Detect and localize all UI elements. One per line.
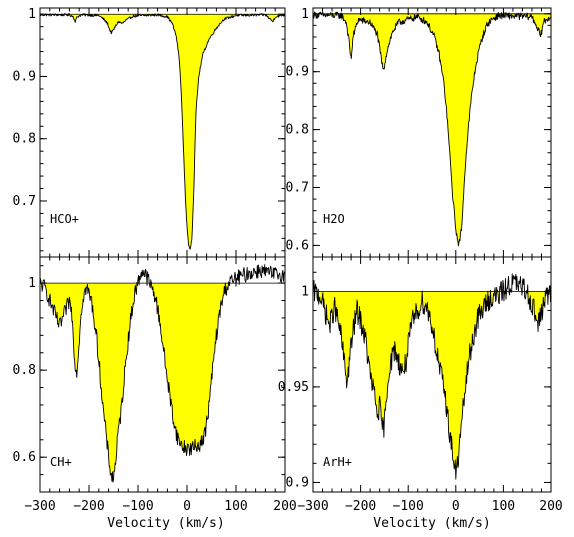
y-tick-label-h2o: 0.6: [286, 238, 309, 253]
x-tick-label: 200: [273, 499, 296, 514]
panel-label-hco-plus: HCO+: [50, 212, 79, 226]
y-tick-label-arh-plus: 0.9: [286, 475, 309, 490]
x-tick-label: 100: [224, 499, 247, 514]
y-tick-label-arh-plus: 1: [301, 284, 309, 299]
spectrum-line-h2o: [312, 11, 552, 247]
panel-label-h2o: H2O: [323, 212, 345, 226]
panel-hco-plus: 1 0.9 0.8 0.7 HCO+: [13, 7, 286, 258]
panel-frame-arh-plus: [312, 256, 552, 493]
panel-label-ch-plus: CH+: [50, 455, 72, 469]
y-tick-label-hco-plus: 0.9: [13, 69, 36, 84]
x-tick-label: −200: [73, 499, 104, 514]
x-tick-label: −300: [297, 499, 328, 514]
y-tick-label-h2o: 0.9: [286, 65, 309, 80]
y-tick-label-hco-plus: 0.8: [13, 132, 36, 147]
panel-label-arh-plus: ArH+: [323, 455, 352, 469]
y-tick-label-hco-plus: 1: [28, 7, 36, 22]
y-tick-label-h2o: 0.8: [286, 123, 309, 138]
panel-h2o: 1 0.9 0.8 0.7 0.6 H2O: [286, 7, 552, 258]
x-tick-label: −100: [393, 499, 424, 514]
x-axis-label-right: Velocity (km/s): [373, 516, 490, 531]
y-tick-label-ch-plus: 0.8: [13, 363, 36, 378]
x-axis-label-left: Velocity (km/s): [107, 516, 224, 531]
panel-frame-ch-plus: [39, 256, 286, 493]
y-tick-label-hco-plus: 0.7: [13, 194, 36, 209]
spectrum-line-hco-plus: [39, 13, 286, 250]
panel-frame-h2o: [312, 7, 552, 258]
spectrum-line-ch-plus: [39, 264, 286, 483]
x-tick-label: −200: [345, 499, 376, 514]
panel-arh-plus: 1 0.95 0.9 ArH+: [278, 256, 552, 493]
absorption-fill-ch-plus: [40, 283, 285, 483]
x-tick-label: −300: [24, 499, 55, 514]
y-tick-label-h2o: 1: [301, 7, 309, 22]
absorption-fill-arh-plus: [313, 291, 551, 480]
x-tick-labels: −300 −200 −100 0 100 200 −300 −200 −100 0 100 200: [24, 499, 562, 514]
y-tick-label-arh-plus: 0.95: [278, 380, 309, 395]
spectrum-line-arh-plus: [312, 273, 552, 480]
x-tick-label: 0: [452, 499, 460, 514]
y-tick-label-ch-plus: 1: [28, 276, 36, 291]
x-tick-label: 0: [183, 499, 191, 514]
y-tick-label-ch-plus: 0.6: [13, 450, 36, 465]
x-tick-label: 100: [492, 499, 515, 514]
y-tick-label-h2o: 0.7: [286, 181, 309, 196]
panel-ch-plus: 1 0.8 0.6 CH+: [13, 256, 286, 493]
x-tick-label: 200: [539, 499, 562, 514]
absorption-fill-h2o: [313, 13, 551, 246]
x-tick-label: −100: [122, 499, 153, 514]
